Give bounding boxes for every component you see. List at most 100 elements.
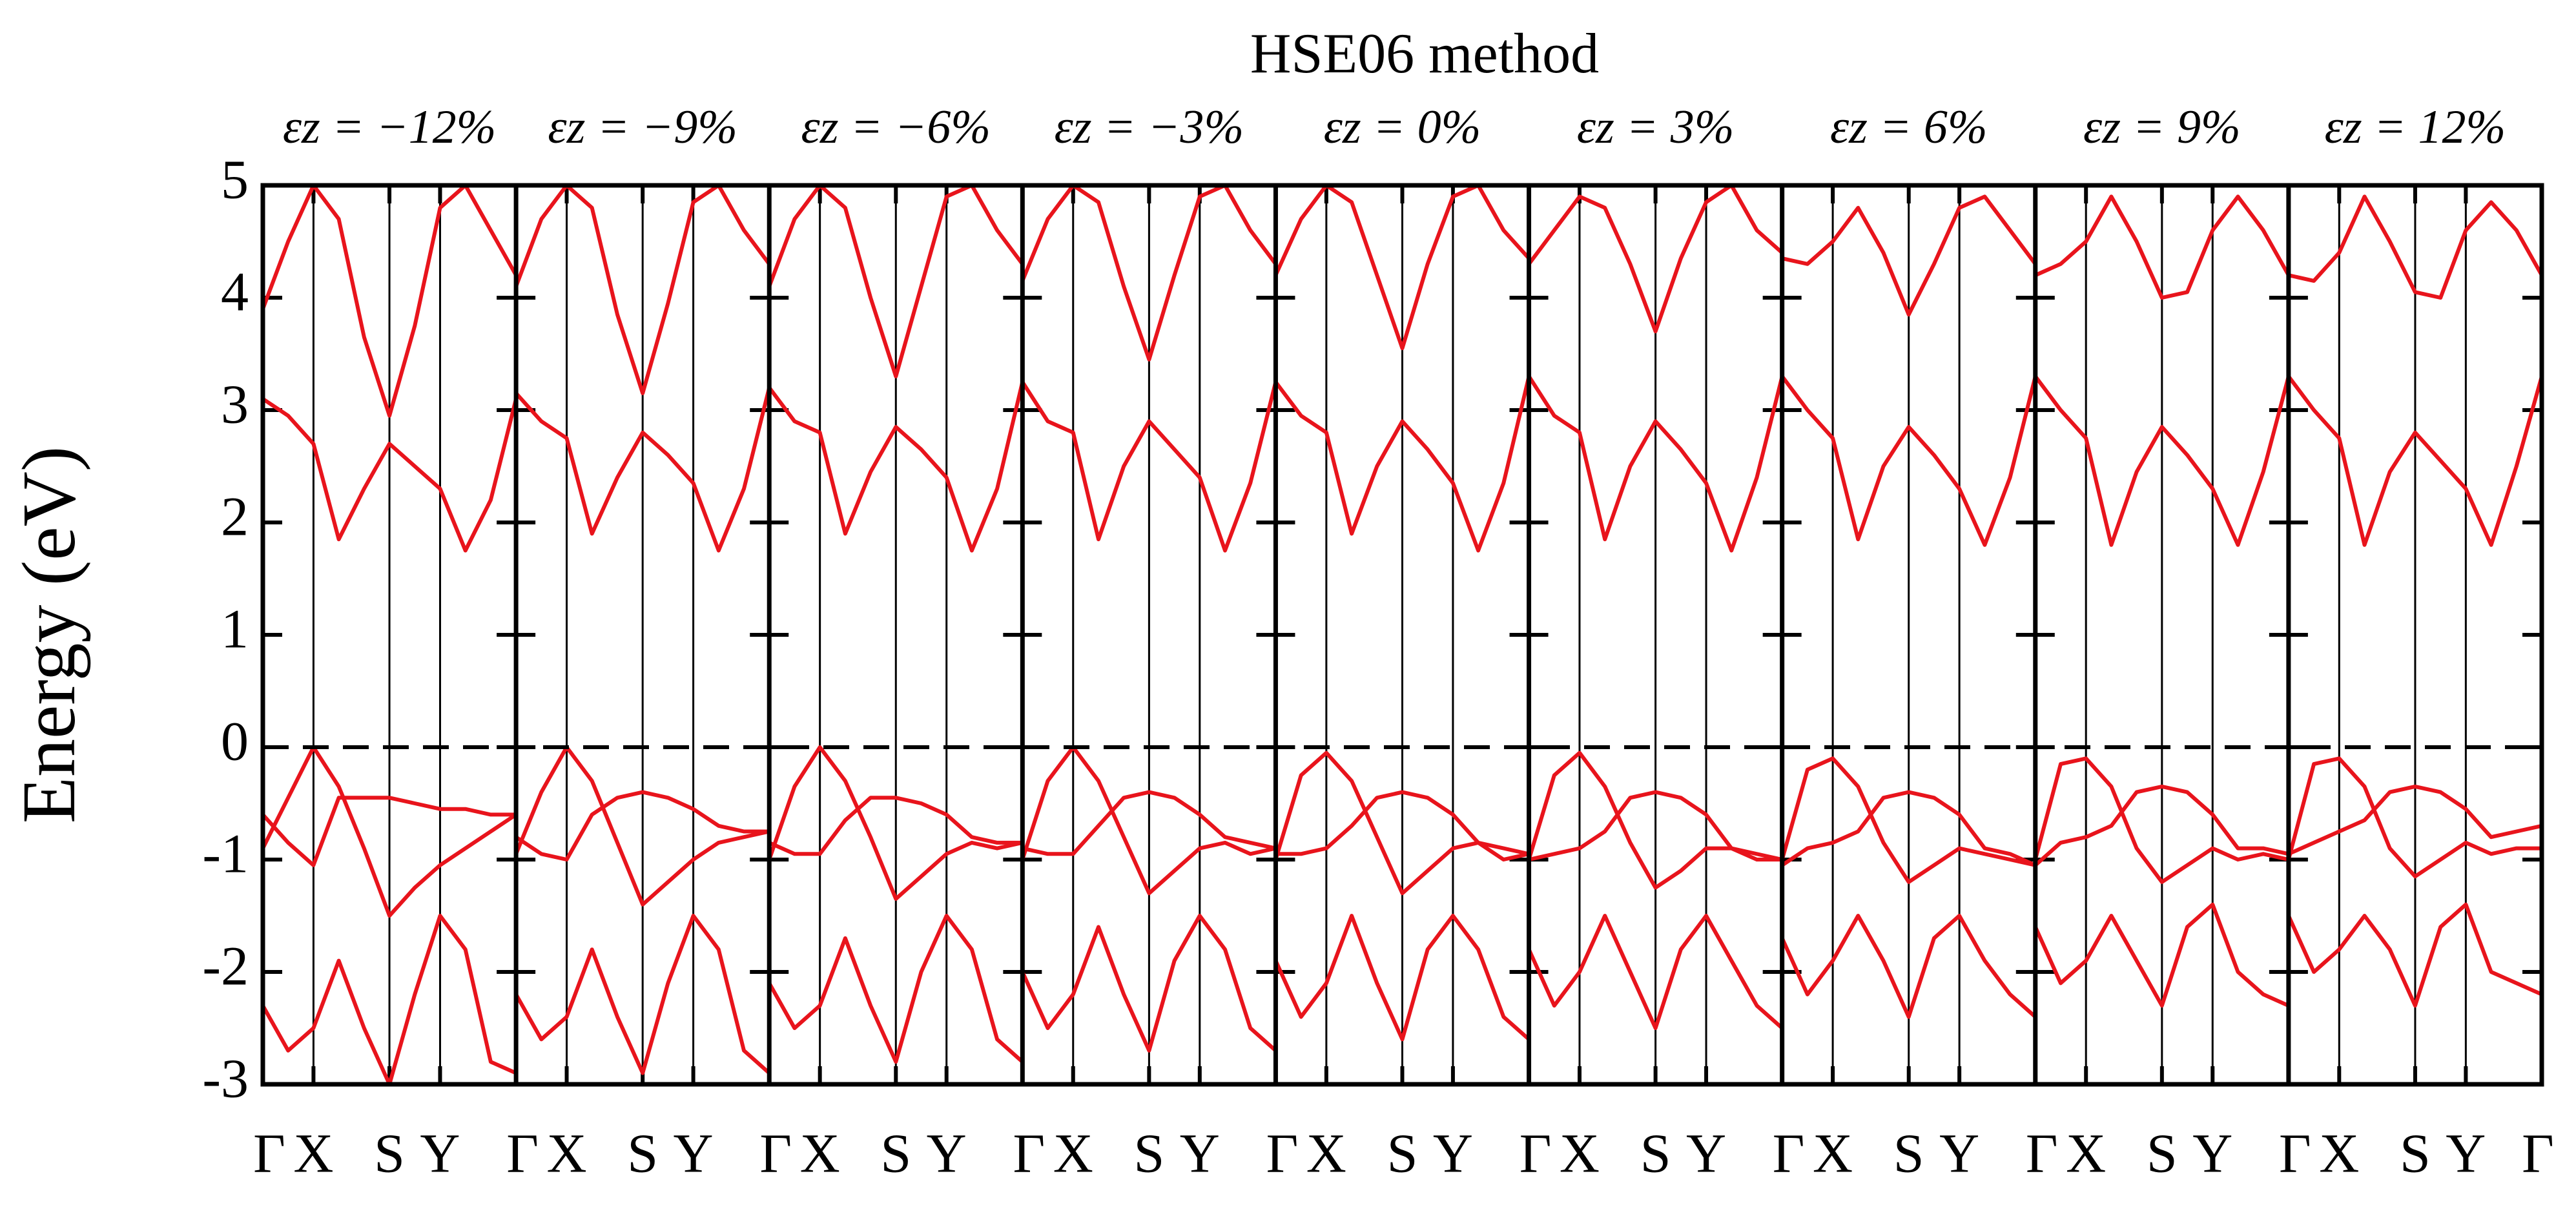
band-line: [769, 381, 1023, 553]
x-tick-label: Γ: [2522, 1122, 2554, 1184]
x-tick-label: S: [1387, 1122, 1418, 1184]
x-tick-label: X: [546, 1122, 586, 1184]
x-tick-label: S: [880, 1122, 911, 1184]
band-line: [1022, 790, 1276, 856]
band-line: [1529, 914, 1782, 1030]
band-line: [263, 914, 517, 1084]
x-tick-label: S: [2147, 1122, 2178, 1184]
band-line: [263, 745, 517, 918]
panel: [1782, 194, 2035, 1019]
x-tick-label: S: [1133, 1122, 1164, 1184]
x-tick-label: S: [627, 1122, 658, 1184]
x-tick-label: Γ: [759, 1122, 792, 1184]
band-line: [2035, 784, 2289, 867]
y-tick-label: 5: [221, 149, 249, 211]
panel-title: εz = 0%: [1324, 101, 1481, 154]
x-tick-label: S: [1640, 1122, 1671, 1184]
x-tick-label: Y: [1686, 1122, 1726, 1184]
band-line: [263, 397, 517, 553]
band-line: [1022, 185, 1276, 362]
band-line: [1782, 194, 2035, 317]
band-line: [769, 185, 1023, 378]
chart-title: HSE06 method: [1250, 23, 1599, 85]
band-line: [2035, 194, 2289, 300]
x-tick-label: S: [2400, 1122, 2431, 1184]
x-tick-label: Γ: [1773, 1122, 1805, 1184]
band-line: [1022, 380, 1276, 553]
y-tick-label: -1: [202, 823, 249, 885]
x-tick-label: X: [1053, 1122, 1093, 1184]
panel-title: εz = 12%: [2325, 101, 2506, 154]
x-tick-label: S: [1893, 1122, 1924, 1184]
panel: [1275, 185, 1529, 1042]
x-tick-label: X: [2066, 1122, 2106, 1184]
panel-title: εz = −6%: [801, 101, 991, 154]
y-tick-label: 0: [221, 710, 249, 772]
x-tick-label: X: [1560, 1122, 1600, 1184]
x-tick-label: S: [374, 1122, 405, 1184]
band-line: [2288, 902, 2542, 1008]
band-line: [769, 796, 1023, 856]
band-line: [516, 745, 770, 907]
x-tick-label: Y: [2446, 1122, 2486, 1184]
x-tick-label: Γ: [1013, 1122, 1045, 1184]
x-tick-label: X: [1306, 1122, 1346, 1184]
band-line: [2035, 902, 2289, 1008]
y-tick-label: -3: [202, 1047, 249, 1109]
x-tick-label: Γ: [2026, 1122, 2058, 1184]
band-line: [1782, 756, 2035, 884]
band-line: [1782, 375, 2035, 547]
panel-title: εz = 9%: [2083, 101, 2241, 154]
x-tick-label: X: [1813, 1122, 1853, 1184]
y-tick-label: 2: [221, 486, 249, 548]
panel-title: εz = −9%: [548, 101, 737, 154]
band-line: [1275, 914, 1529, 1042]
band-line: [2288, 756, 2542, 879]
y-tick-label: -2: [202, 935, 249, 997]
band-line: [1529, 185, 1782, 334]
band-line: [1782, 914, 2035, 1019]
band-line: [1022, 745, 1276, 896]
band-line: [516, 790, 770, 861]
band-line: [1782, 790, 2035, 867]
band-line: [2035, 756, 2289, 884]
panel: [1529, 185, 1782, 1030]
panel: [1022, 185, 1276, 1053]
band-line: [1529, 790, 1782, 861]
x-tick-label: Y: [1433, 1122, 1473, 1184]
x-tick-label: X: [800, 1122, 840, 1184]
y-axis-label: Energy (eV): [6, 446, 91, 823]
band-line: [1275, 750, 1529, 896]
x-tick-label: Γ: [253, 1122, 285, 1184]
panel-title: εz = −12%: [283, 101, 496, 154]
band-line: [769, 914, 1023, 1064]
x-tick-label: Y: [674, 1122, 714, 1184]
band-line: [1529, 375, 1782, 553]
x-tick-label: Y: [420, 1122, 460, 1184]
panel: [263, 185, 517, 1084]
band-line: [516, 185, 770, 395]
band-line: [769, 745, 1023, 901]
band-line: [1275, 790, 1529, 856]
band-line: [263, 185, 517, 418]
y-tick-label: 4: [221, 261, 249, 323]
panel-title: εz = 6%: [1830, 101, 1988, 154]
x-tick-label: Γ: [1266, 1122, 1299, 1184]
x-tick-label: Γ: [1520, 1122, 1552, 1184]
y-tick-label: 3: [221, 373, 249, 435]
y-tick-label: 1: [221, 598, 249, 660]
panel-title: εz = −3%: [1055, 101, 1244, 154]
x-tick-label: Γ: [2279, 1122, 2311, 1184]
band-line: [2288, 194, 2542, 300]
band-line: [516, 914, 770, 1075]
x-tick-label: Y: [2192, 1122, 2232, 1184]
x-tick-label: Y: [1939, 1122, 1979, 1184]
band-line: [2288, 784, 2542, 856]
band-line: [2288, 375, 2542, 547]
band-line: [1022, 914, 1276, 1053]
panel: [2288, 194, 2542, 1008]
band-line: [1275, 376, 1529, 553]
panel: [516, 185, 770, 1075]
x-tick-label: Y: [1180, 1122, 1220, 1184]
